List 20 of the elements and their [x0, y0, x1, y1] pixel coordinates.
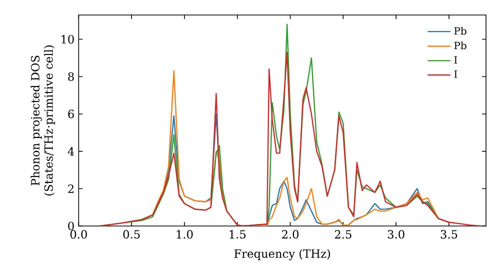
y-tick-label: 10: [62, 35, 74, 44]
legend-label: I: [454, 56, 458, 64]
legend-label: Pb: [454, 42, 466, 50]
x-tick-label: 2.0: [282, 230, 299, 239]
x-tick-label: 3.5: [440, 230, 458, 239]
x-axis-title: Frequency (THz): [234, 249, 330, 260]
legend-label: Pb: [454, 26, 466, 35]
y-tick-label: 4: [68, 147, 74, 156]
y-tick-label: 2: [68, 184, 74, 193]
x-tick-label: 2.5: [334, 230, 352, 239]
y-tick-label: 0: [68, 222, 74, 230]
y-tick-label: 8: [68, 72, 74, 81]
y-tick-label: 6: [68, 110, 74, 118]
x-tick-label: 1.5: [230, 230, 246, 239]
x-tick-label: 0.5: [123, 230, 140, 239]
x-tick-label: 3.0: [388, 230, 404, 239]
legend-label: I: [454, 70, 458, 78]
x-tick-label: 1.0: [176, 230, 193, 239]
y-axis-title: Phonon projected DOS (States/THz·primitive cell): [30, 46, 56, 196]
x-tick-label: 0.0: [70, 230, 87, 239]
